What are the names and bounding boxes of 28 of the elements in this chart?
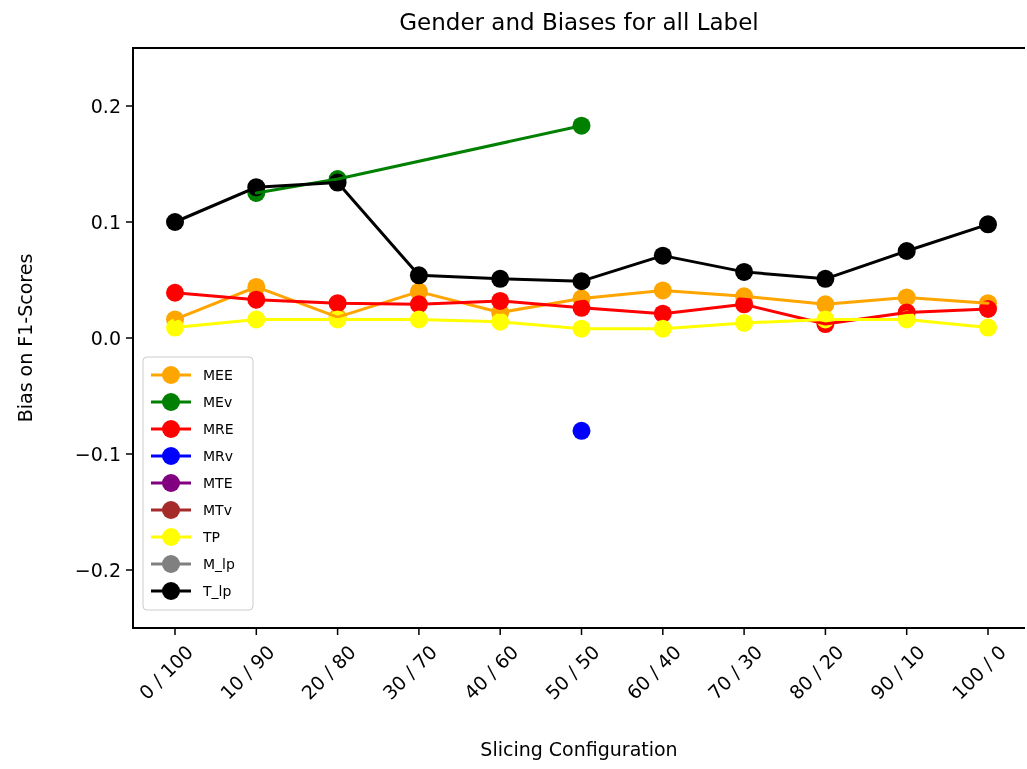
y-axis-title: Bias on F1-Scores [14,253,36,423]
legend-label: MTv [203,501,232,518]
y-tick-label: −0.1 [74,442,121,465]
legend-label: MEv [203,393,233,410]
legend-label: M_lp [203,555,235,572]
x-tick-label: 20 / 80 [297,640,360,704]
x-tick-label: 100 / 0 [947,640,1011,704]
y-tick-label: 0.1 [90,210,121,233]
x-tick-label: 30 / 70 [378,640,442,704]
legend-label: MRv [203,447,234,464]
y-tick-label: −0.2 [74,558,121,581]
y-tick-label: 0.0 [90,326,121,349]
x-tick-label: 70 / 30 [703,640,767,704]
legend-label: MTE [203,474,233,491]
x-tick-label: 90 / 10 [866,640,929,704]
x-tick-label: 10 / 90 [215,640,279,704]
x-tick-label: 80 / 20 [784,640,848,704]
legend-label: TP [202,528,220,545]
x-tick-label: 40 / 60 [459,640,523,704]
y-tick-label: 0.2 [90,94,121,117]
x-tick-label: 60 / 40 [622,640,686,704]
x-tick-label: 50 / 50 [540,640,604,704]
x-axis-title: Slicing Configuration [480,738,678,760]
chart-title: Gender and Biases for all Label [399,9,759,35]
legend-label: MRE [203,420,234,437]
legend-label: MEE [203,366,233,383]
x-tick-label: 0 / 100 [134,640,198,704]
legend-label: T_lp [202,582,232,599]
